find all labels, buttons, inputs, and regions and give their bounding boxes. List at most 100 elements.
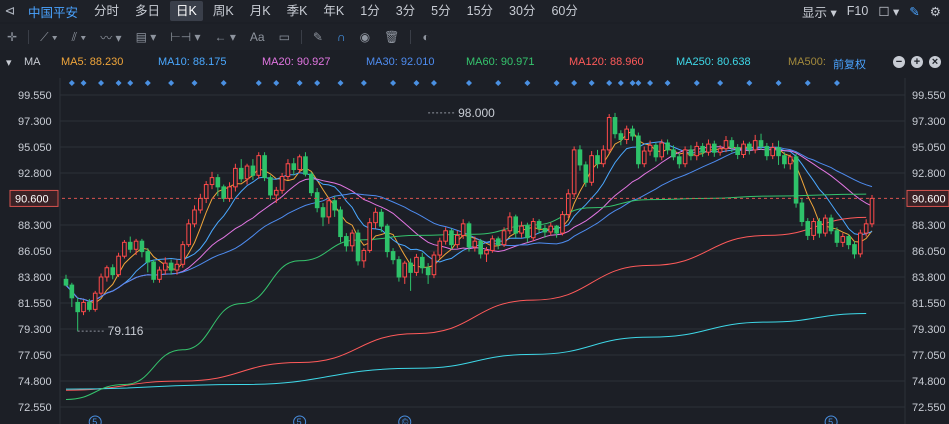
candle-body-up: [601, 149, 606, 165]
candle-body-up: [706, 143, 711, 153]
add-indicator-icon[interactable]: +: [911, 56, 923, 68]
stock-name[interactable]: 中国平安: [28, 5, 79, 20]
ma-line-ma120: [65, 216, 867, 391]
settings-icon[interactable]: ⚙: [929, 4, 941, 19]
period-tab[interactable]: 60分: [551, 4, 578, 18]
candle-body-up: [402, 262, 408, 278]
ma-lines: [65, 130, 873, 400]
candle-body-up: [717, 148, 723, 153]
period-tab[interactable]: 年K: [323, 4, 345, 18]
period-tab[interactable]: 15分: [466, 4, 494, 18]
period-tab[interactable]: 多日: [135, 4, 161, 18]
event-marker: [191, 80, 198, 86]
channel-tool-icon[interactable]: ⫽ ▾: [71, 29, 87, 44]
ma-collapse-icon[interactable]: ▾: [6, 57, 12, 69]
range-tool-icon[interactable]: ⊢⊣ ▾: [170, 30, 201, 44]
bottom-event-marker: [88, 415, 102, 424]
pen-tool-icon[interactable]: ✎: [312, 30, 323, 44]
candle-body-down: [758, 140, 764, 147]
period-tab[interactable]: 季K: [286, 4, 308, 18]
candle-body-up: [437, 240, 443, 256]
candle-body-down: [729, 140, 735, 149]
bottom-event-marker-label: 5: [92, 417, 97, 424]
ma-value: MA30: 92.010: [366, 56, 435, 68]
toggle-icon[interactable]: ◐: [422, 30, 430, 44]
y-tick-label-left: 74.800: [18, 376, 52, 388]
period-tab[interactable]: 日K: [170, 1, 203, 21]
close-indicator-icon[interactable]: ×: [929, 56, 941, 68]
ma-label[interactable]: MA: [24, 56, 41, 68]
candle-body-up: [490, 238, 495, 251]
event-marker: [80, 80, 87, 86]
candle-body-down: [595, 155, 600, 165]
y-tick-label-left: 92.800: [18, 168, 52, 180]
candle-body-down: [478, 240, 483, 255]
candle-body-down: [776, 147, 781, 157]
checkbox-icon[interactable]: ☐ ▾: [878, 4, 900, 19]
y-tick-label-left: 79.300: [18, 324, 52, 336]
ma-value: MA20: 90.927: [262, 56, 331, 68]
ma-legend: ▾ MA MA5: 88.230 MA10: 88.175 MA20: 90.927…: [0, 54, 949, 72]
comment-tool-icon[interactable]: ▭: [278, 30, 290, 44]
f10-button[interactable]: F10: [846, 4, 869, 18]
candle-body-down: [449, 230, 454, 246]
candle-body-up: [279, 175, 285, 191]
display-menu[interactable]: 显示 ▾: [802, 5, 837, 20]
candle-body-up: [285, 163, 291, 177]
candle-body-up: [174, 263, 180, 271]
candle-body-up: [606, 117, 612, 151]
period-tab[interactable]: 月K: [249, 4, 271, 18]
adjust-label[interactable]: 前复权: [833, 59, 866, 71]
crosshair-icon[interactable]: ✛: [7, 30, 18, 44]
ma-line-ma250: [65, 313, 867, 390]
period-tab[interactable]: 30分: [509, 4, 536, 18]
period-tab[interactable]: 5分: [431, 4, 451, 18]
bottom-event-marker: [398, 415, 412, 424]
candle-body-down: [495, 238, 501, 246]
event-marker: [606, 80, 613, 86]
period-tab[interactable]: 分时: [94, 4, 120, 18]
fib-tool-icon[interactable]: ▤ ▾: [135, 30, 157, 44]
candle-body-down: [384, 225, 390, 253]
candle-body-up: [770, 147, 776, 157]
candles: [63, 112, 875, 332]
event-marker: [360, 80, 367, 86]
candle-body-up: [157, 269, 162, 280]
candle-body-down: [338, 209, 343, 238]
candle-body-up: [122, 241, 127, 257]
candle-body-down: [308, 173, 314, 194]
event-marker: [413, 80, 420, 86]
arrow-tool-icon[interactable]: ← ▾: [214, 30, 236, 44]
candle-body-up: [186, 223, 191, 246]
eye-icon[interactable]: ◉: [359, 30, 371, 44]
candle-body-down: [396, 259, 402, 278]
candle-body-up: [659, 142, 665, 158]
pen-icon[interactable]: ✎: [909, 4, 920, 19]
candle-body-up: [822, 217, 828, 234]
y-tick-label-left: 83.800: [18, 272, 52, 284]
candle-body-up: [741, 143, 746, 156]
candle-body-down: [747, 143, 752, 151]
magnet-icon[interactable]: ∩: [336, 30, 346, 44]
period-tab[interactable]: 周K: [212, 4, 234, 18]
candle-body-up: [641, 150, 647, 165]
text-tool-icon[interactable]: Aa: [249, 30, 265, 44]
event-marker: [127, 80, 134, 86]
candle-body-down: [583, 164, 589, 183]
remove-indicator-icon[interactable]: −: [893, 56, 905, 68]
wave-tool-icon[interactable]: 〰 ▾: [100, 30, 122, 45]
y-tick-label-right: 74.800: [912, 376, 946, 388]
back-icon[interactable]: ⊲: [4, 3, 16, 18]
candle-body-down: [390, 251, 396, 261]
event-marker: [68, 80, 75, 86]
trash-icon[interactable]: 🗑: [384, 30, 400, 44]
y-tick-label-right: 99.550: [912, 90, 946, 102]
event-marker: [168, 80, 175, 86]
period-tab[interactable]: 3分: [395, 4, 416, 18]
y-tick-label-left: 99.550: [18, 90, 52, 102]
line-tool-icon[interactable]: ⟋ ▾: [40, 29, 58, 44]
candle-body-up: [244, 165, 250, 180]
candle-body-down: [764, 145, 770, 157]
period-tab[interactable]: 1分: [360, 4, 380, 18]
